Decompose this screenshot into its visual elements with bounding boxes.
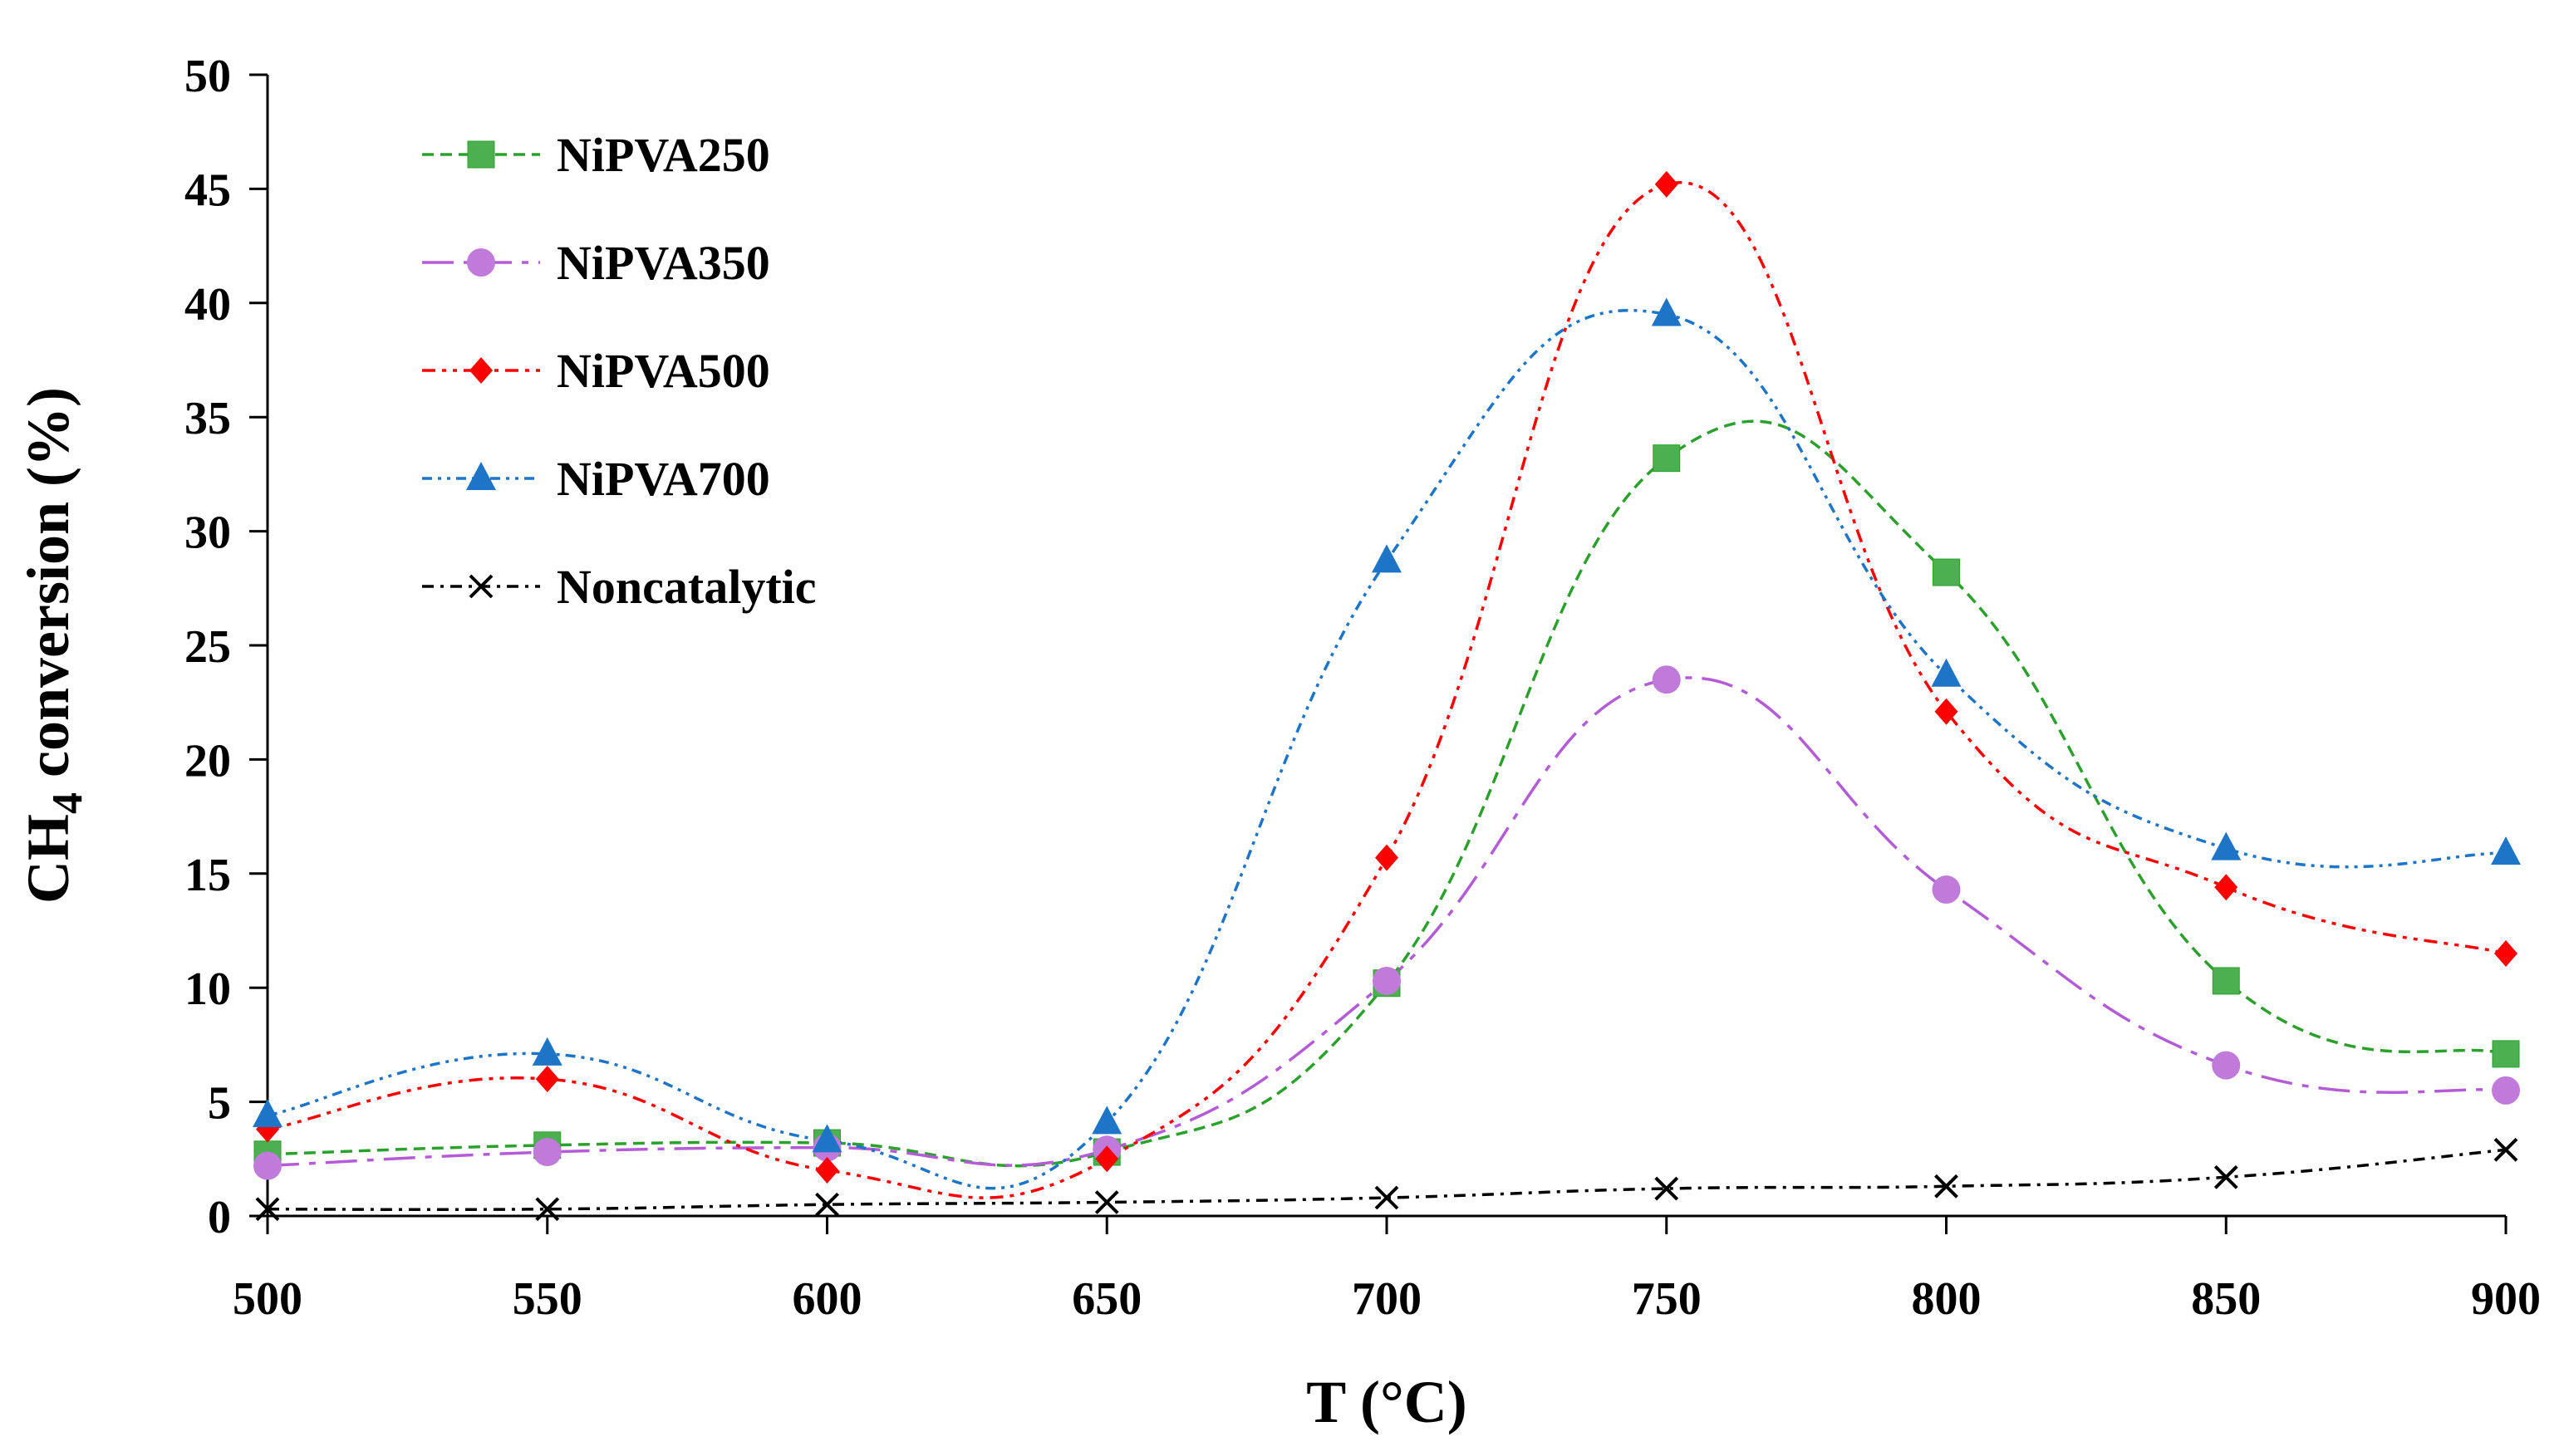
legend-item-nipva250: NiPVA250 [422,128,770,182]
legend-label: NiPVA700 [557,452,770,506]
y-axis-title-prefix: CH [15,814,81,904]
series-line-nipva500 [267,181,2507,1199]
data-point-noncatalytic [1094,1190,1119,1214]
data-point-noncatalytic [1934,1174,1958,1199]
data-point-nipva250 [1653,444,1681,473]
series-line-noncatalytic [267,1148,2507,1212]
x-tick-label: 650 [1072,1273,1142,1325]
x-axis-title: T (°C) [1306,1369,1466,1435]
legend-label: NiPVA350 [557,236,770,290]
data-point-nipva500 [535,1066,559,1093]
data-point-nipva500 [1095,1145,1119,1173]
legend-marker-nipva250 [467,140,495,169]
data-point-noncatalytic [1654,1176,1679,1201]
data-point-nipva350 [1932,875,1961,904]
data-point-nipva700 [1931,658,1962,687]
data-point-noncatalytic [535,1197,560,1222]
y-tick-label: 15 [184,850,231,901]
y-tick-label: 20 [184,735,231,787]
data-point-nipva350 [253,1151,282,1180]
y-tick-label: 40 [184,279,231,331]
x-tick-label: 700 [1352,1273,1422,1325]
legend-item-nipva350: NiPVA350 [422,236,770,290]
data-point-nipva500 [1934,698,1958,725]
data-point-nipva350 [2492,1076,2520,1105]
legend-label: Noncatalytic [557,560,817,614]
y-axis-title: CH4 conversion (%) [15,387,91,904]
y-axis-title-suffix: conversion (%) [15,387,81,792]
legend-label: NiPVA500 [557,344,770,398]
data-point-nipva700 [1372,544,1402,573]
y-tick-label: 10 [184,963,231,1015]
legend-item-nipva700: NiPVA700 [422,452,770,506]
x-tick-label: 750 [1632,1273,1702,1325]
x-tick-label: 600 [793,1273,862,1325]
data-point-noncatalytic [815,1192,839,1217]
data-point-noncatalytic [2493,1137,2518,1162]
data-point-nipva500 [815,1157,839,1184]
data-point-nipva700 [2491,836,2521,865]
data-point-noncatalytic [1374,1185,1399,1210]
y-tick-label: 5 [208,1078,231,1130]
series-line-nipva350 [267,676,2507,1168]
x-tick-label: 500 [233,1273,302,1325]
series-line-nipva700 [267,309,2507,1190]
data-point-nipva500 [1375,844,1398,871]
x-tick-label: 550 [513,1273,582,1325]
axes: 0 5 10 15 20 25 30 35 40 45 50 500 550 600 650 700 750 80… [184,51,2541,1325]
data-point-nipva250 [2212,967,2240,995]
data-point-nipva500 [2494,939,2517,967]
legend-item-nipva500: NiPVA500 [422,344,770,398]
data-point-nipva350 [1652,665,1681,694]
y-tick-label: 35 [184,393,231,444]
y-tick-label: 0 [208,1192,231,1243]
data-point-nipva700 [532,1037,562,1066]
data-point-nipva700 [253,1099,282,1128]
series-markers [253,170,2521,1222]
data-point-nipva700 [812,1124,842,1153]
data-point-nipva250 [1933,558,1960,586]
legend: NiPVA250 NiPVA350 NiPVA500 NiPVA700 Noncatal… [422,128,817,614]
y-tick-label: 25 [184,621,231,673]
data-point-nipva350 [1373,966,1401,995]
legend-marker-nipva500 [469,357,493,384]
series-lines [267,181,2507,1212]
legend-item-noncatalytic: Noncatalytic [422,560,817,614]
data-point-nipva350 [533,1138,562,1167]
x-tick-label: 800 [1912,1273,1982,1325]
data-point-nipva250 [2492,1040,2520,1068]
y-tick-label: 50 [184,51,231,102]
x-tick-label: 900 [2471,1273,2541,1325]
legend-label: NiPVA250 [557,128,770,182]
data-point-nipva700 [2211,831,2242,860]
legend-marker-nipva350 [467,248,495,277]
legend-marker-nipva700 [466,462,496,490]
y-tick-label: 45 [184,164,231,216]
y-axis-title-subscript: 4 [44,792,91,814]
data-point-nipva700 [1651,297,1682,326]
data-point-noncatalytic [2213,1164,2238,1189]
data-point-nipva350 [2212,1051,2241,1080]
legend-marker-noncatalytic [469,574,494,599]
data-point-noncatalytic [255,1197,280,1222]
data-point-nipva500 [1654,170,1678,198]
data-point-nipva700 [1092,1105,1122,1135]
y-tick-label: 30 [184,507,231,559]
data-point-nipva500 [2214,874,2238,901]
x-tick-label: 850 [2191,1273,2261,1325]
series-line-nipva250 [267,419,2507,1168]
